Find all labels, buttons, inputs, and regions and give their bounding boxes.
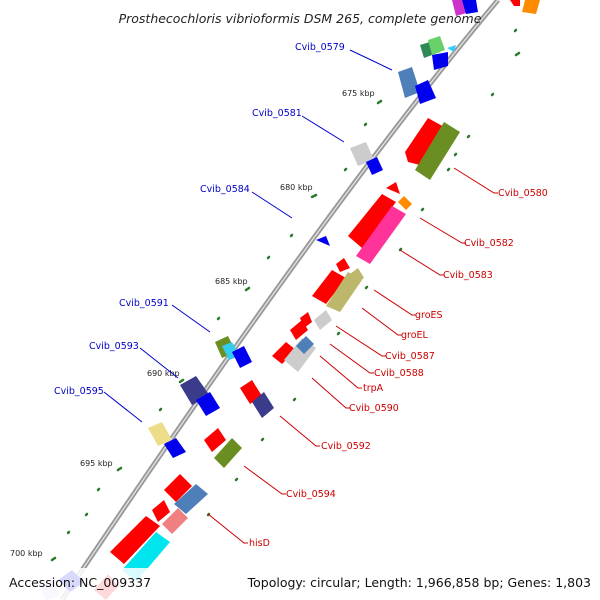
- reverse-genes: [94, 118, 460, 600]
- forward-genes: [40, 0, 540, 600]
- gene-label-groel[interactable]: groEL: [401, 330, 429, 341]
- gene-label-cvib-0590[interactable]: Cvib_0590: [349, 403, 399, 414]
- footer-bar: [0, 568, 600, 600]
- map-title: Prosthecochloris vibrioformis DSM 265, c…: [119, 11, 482, 26]
- kbp-label-675: 675 kbp: [342, 89, 375, 98]
- kbp-scale: 675 kbp 680 kbp 685 kbp 690 kbp 695 kbp …: [10, 89, 375, 558]
- gene-label-cvib-0582[interactable]: Cvib_0582: [464, 238, 514, 249]
- gene-label-cvib-0592[interactable]: Cvib_0592: [321, 441, 371, 452]
- gene-label-cvib-0580[interactable]: Cvib_0580: [498, 188, 548, 199]
- accession-text: Accession: NC_009337: [9, 575, 151, 590]
- reverse-gene-labels: Cvib_0580 Cvib_0582 Cvib_0583 groES groE…: [249, 188, 548, 549]
- tick-marks: [50, 6, 534, 562]
- gene-label-groes[interactable]: groES: [415, 310, 443, 321]
- gene-label-hisd[interactable]: hisD: [249, 538, 270, 549]
- kbp-label-680: 680 kbp: [280, 183, 313, 192]
- gene-label-cvib-0587[interactable]: Cvib_0587: [385, 351, 435, 362]
- gene-label-cvib-0579[interactable]: Cvib_0579: [295, 42, 345, 53]
- kbp-label-690: 690 kbp: [147, 369, 180, 378]
- forward-gene-labels: Cvib_0579 Cvib_0581 Cvib_0584 Cvib_0591 …: [54, 42, 345, 397]
- kbp-label-685: 685 kbp: [215, 277, 248, 286]
- gene-label-cvib-0588[interactable]: Cvib_0588: [374, 368, 424, 379]
- gene-label-cvib-0595[interactable]: Cvib_0595: [54, 386, 104, 397]
- gene-label-cvib-0591[interactable]: Cvib_0591: [119, 298, 169, 309]
- leader-lines: [103, 49, 498, 544]
- kbp-label-700: 700 kbp: [10, 549, 43, 558]
- kbp-label-695: 695 kbp: [80, 459, 113, 468]
- genome-summary-text: Topology: circular; Length: 1,966,858 bp…: [247, 575, 591, 590]
- gene-label-cvib-0594[interactable]: Cvib_0594: [286, 489, 336, 500]
- gene-label-cvib-0581[interactable]: Cvib_0581: [252, 108, 302, 119]
- gene-label-cvib-0593[interactable]: Cvib_0593: [89, 341, 139, 352]
- gene-label-cvib-0583[interactable]: Cvib_0583: [443, 270, 493, 281]
- gene-label-cvib-0584[interactable]: Cvib_0584: [200, 184, 250, 195]
- gene-label-trpa[interactable]: trpA: [363, 383, 384, 394]
